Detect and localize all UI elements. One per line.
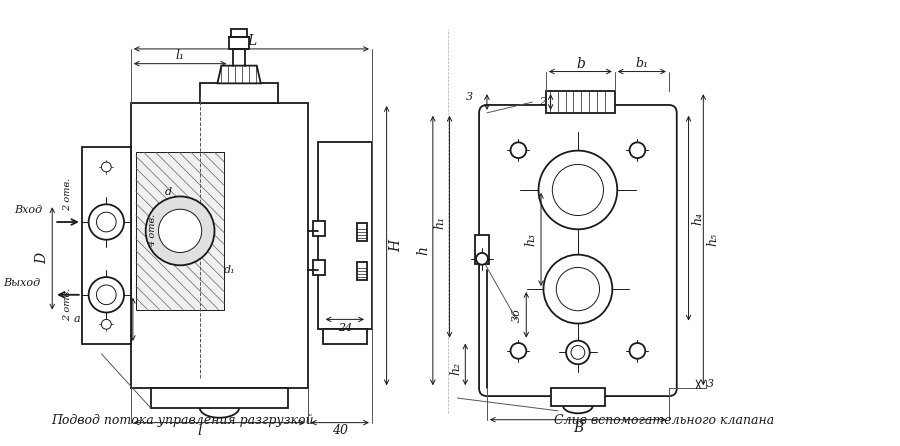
Text: Подвод потока управления разгрузкой: Подвод потока управления разгрузкой <box>50 414 313 427</box>
Bar <box>318 142 372 329</box>
Bar <box>357 262 367 280</box>
Bar <box>150 388 288 408</box>
Circle shape <box>538 151 617 229</box>
Text: L: L <box>247 34 256 48</box>
Text: h₄: h₄ <box>692 212 705 225</box>
Bar <box>130 103 308 388</box>
Text: 4 отв.: 4 отв. <box>148 214 157 248</box>
Text: b₁: b₁ <box>635 57 648 70</box>
Circle shape <box>102 319 112 329</box>
Bar <box>313 221 325 236</box>
Circle shape <box>553 165 604 215</box>
Text: 3: 3 <box>465 92 472 102</box>
Text: h₃: h₃ <box>525 233 537 246</box>
Text: h₂: h₂ <box>449 363 462 376</box>
Circle shape <box>476 253 488 264</box>
Circle shape <box>88 277 124 313</box>
Circle shape <box>96 285 116 305</box>
Text: h₅: h₅ <box>706 233 720 246</box>
Bar <box>136 152 224 310</box>
Text: 40: 40 <box>332 424 348 437</box>
Text: d: d <box>165 186 172 197</box>
Text: D: D <box>35 253 50 264</box>
Circle shape <box>566 341 590 364</box>
Text: a: a <box>74 314 80 324</box>
Text: Выход: Выход <box>4 278 40 288</box>
Text: b: b <box>576 57 585 70</box>
Bar <box>546 91 615 113</box>
Bar <box>475 235 489 264</box>
Text: h₁: h₁ <box>433 216 446 230</box>
Text: d₁: d₁ <box>223 265 235 275</box>
Circle shape <box>96 212 116 232</box>
Circle shape <box>146 196 214 265</box>
Text: 3: 3 <box>706 379 714 389</box>
Text: 24: 24 <box>338 323 352 333</box>
Circle shape <box>510 142 526 158</box>
Circle shape <box>629 343 645 359</box>
Circle shape <box>571 346 585 359</box>
Circle shape <box>102 162 112 172</box>
Text: h: h <box>416 246 430 255</box>
Polygon shape <box>218 66 261 83</box>
Text: Слив вспомогательного клапана: Слив вспомогательного клапана <box>554 414 774 427</box>
Bar <box>551 388 605 406</box>
Text: B: B <box>572 421 583 434</box>
Circle shape <box>510 343 526 359</box>
Bar <box>323 329 367 344</box>
Bar <box>357 223 367 241</box>
FancyBboxPatch shape <box>479 105 677 396</box>
Bar <box>230 37 249 49</box>
Text: 2 отв.: 2 отв. <box>64 288 73 321</box>
Text: 2: 2 <box>539 97 546 107</box>
Text: l₁: l₁ <box>176 50 184 62</box>
Bar <box>82 147 130 344</box>
Bar <box>231 29 247 37</box>
Circle shape <box>158 209 202 252</box>
Text: l: l <box>197 424 202 438</box>
Circle shape <box>88 204 124 240</box>
Circle shape <box>629 142 645 158</box>
Circle shape <box>544 255 612 323</box>
Text: 2 отв.: 2 отв. <box>64 178 73 211</box>
Circle shape <box>556 268 599 311</box>
Bar <box>313 260 325 275</box>
Text: 36: 36 <box>511 308 521 322</box>
Text: H: H <box>390 240 403 252</box>
Bar <box>200 83 278 103</box>
Text: Вход: Вход <box>14 205 42 215</box>
